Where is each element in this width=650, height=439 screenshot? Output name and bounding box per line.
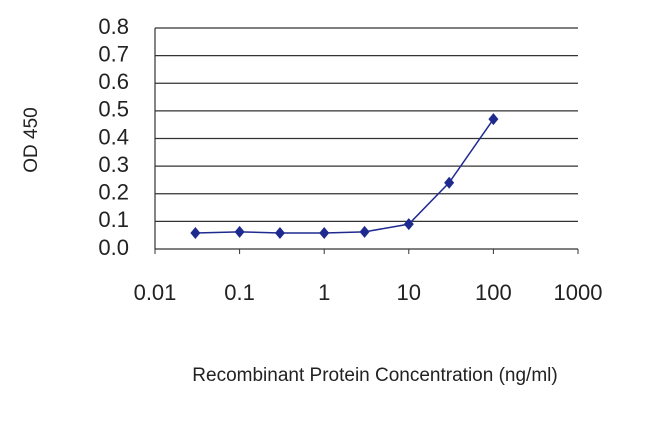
data-point bbox=[444, 176, 455, 189]
y-tick-label: 0.0 bbox=[98, 235, 129, 260]
x-tick-label: 0.01 bbox=[134, 280, 177, 305]
data-point bbox=[190, 226, 201, 239]
y-tick-label: 0.4 bbox=[98, 124, 129, 149]
x-axis-label: Recombinant Protein Concentration (ng/ml… bbox=[192, 365, 557, 386]
data-point bbox=[488, 113, 499, 126]
x-tick-label: 0.1 bbox=[224, 280, 255, 305]
y-tick-label: 0.6 bbox=[98, 69, 129, 94]
data-point bbox=[403, 218, 414, 231]
y-tick-label: 0.7 bbox=[98, 41, 129, 66]
data-point bbox=[359, 225, 370, 238]
y-tick-label: 0.1 bbox=[98, 207, 129, 232]
x-tick-label: 10 bbox=[397, 280, 421, 305]
data-point bbox=[234, 225, 245, 238]
x-tick-label: 100 bbox=[475, 280, 512, 305]
y-axis-label: OD 450 bbox=[21, 107, 42, 172]
data-point bbox=[319, 226, 330, 239]
series-line bbox=[195, 118, 495, 234]
x-tick-label: 1000 bbox=[554, 280, 603, 305]
y-tick-label: 0.8 bbox=[98, 14, 129, 39]
y-tick-label: 0.5 bbox=[98, 97, 129, 122]
x-tick-label: 1 bbox=[318, 280, 330, 305]
y-tick-label: 0.2 bbox=[98, 180, 129, 205]
data-point bbox=[274, 226, 285, 239]
y-tick-label: 0.3 bbox=[98, 152, 129, 177]
